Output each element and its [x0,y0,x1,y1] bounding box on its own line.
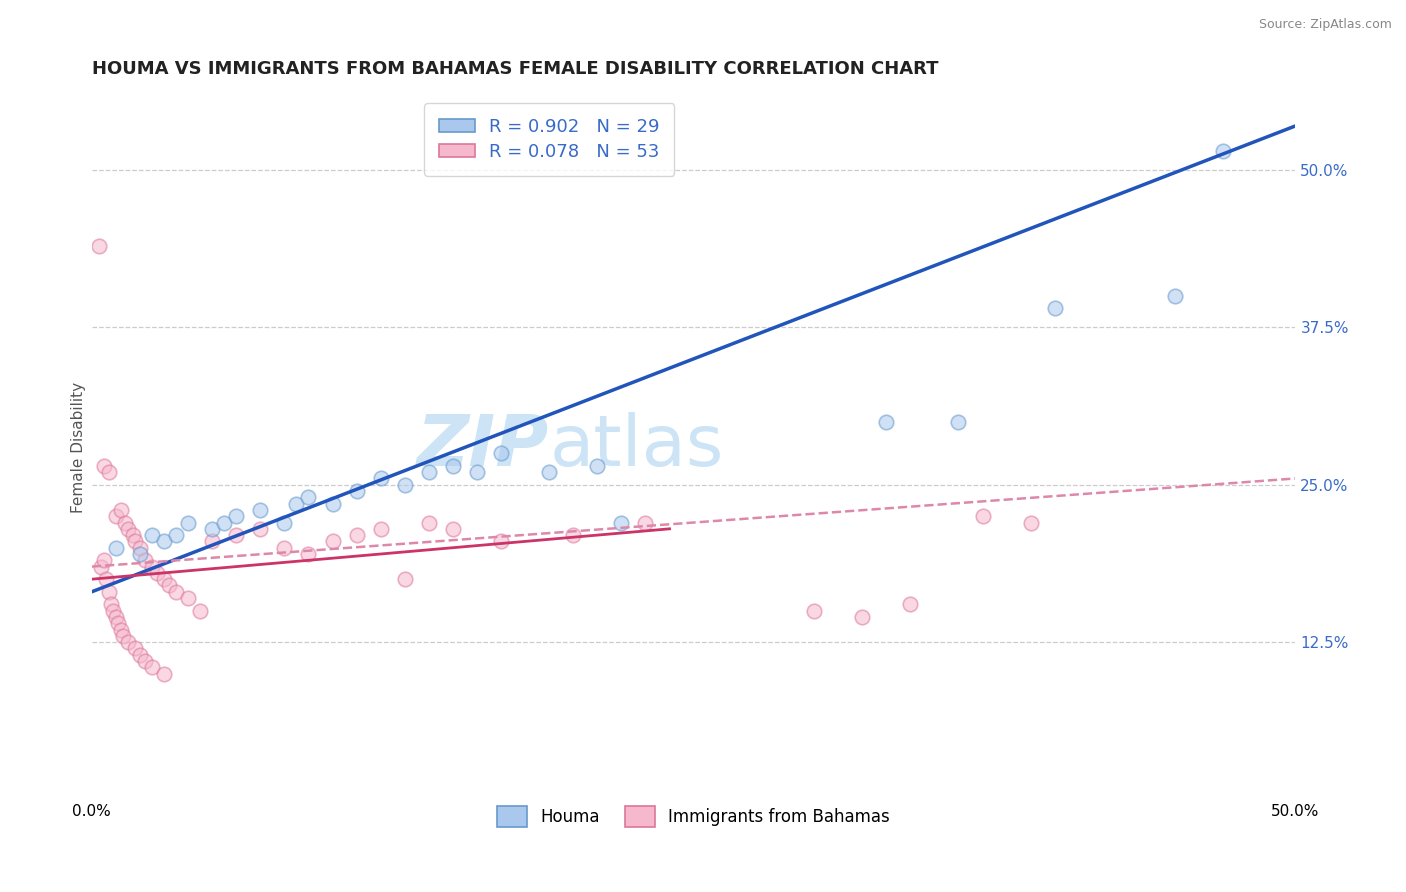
Point [104,610,127,624]
Text: atlas: atlas [550,412,724,482]
Point [97,584,120,599]
Point [489,446,512,460]
Point [114,516,136,530]
Point [465,465,488,479]
Point [225,509,247,524]
Point [441,458,464,473]
Point [249,522,271,536]
Point [104,541,127,555]
Point [141,528,163,542]
Text: Source: ZipAtlas.com: Source: ZipAtlas.com [1258,18,1392,31]
Point [90,559,112,574]
Point [851,610,873,624]
Point [418,465,440,479]
Point [803,604,825,618]
Point [441,522,464,536]
Point [96,572,118,586]
Point [121,528,143,542]
Point [634,516,657,530]
Point [586,458,609,473]
Y-axis label: Female Disability: Female Disability [72,382,86,513]
Point [948,415,970,429]
Point [394,572,416,586]
Point [201,534,224,549]
Point [153,666,176,681]
Point [177,591,200,605]
Point [165,584,187,599]
Point [117,522,139,536]
Point [225,528,247,542]
Point [297,491,319,505]
Point [107,616,129,631]
Point [1019,516,1042,530]
Point [972,509,994,524]
Point [273,516,295,530]
Point [489,534,512,549]
Point [134,654,156,668]
Point [273,541,295,555]
Point [875,415,897,429]
Point [188,604,211,618]
Point [346,528,368,542]
Point [322,497,344,511]
Point [1164,289,1187,303]
Point [370,471,392,485]
Point [129,547,152,561]
Point [100,598,122,612]
Point [285,497,308,511]
Point [212,516,235,530]
Point [297,547,319,561]
Point [177,516,200,530]
Point [322,534,344,549]
Point [103,604,125,618]
Point [141,559,163,574]
Point [1043,301,1066,316]
Point [249,503,271,517]
Point [134,553,156,567]
Point [141,660,163,674]
Point [538,465,561,479]
Point [153,534,176,549]
Point [87,238,110,252]
Point [117,635,139,649]
Point [157,578,180,592]
Point [104,509,127,524]
Point [129,541,152,555]
Point [93,553,115,567]
Text: HOUMA VS IMMIGRANTS FROM BAHAMAS FEMALE DISABILITY CORRELATION CHART: HOUMA VS IMMIGRANTS FROM BAHAMAS FEMALE … [91,60,938,78]
Point [346,484,368,499]
Point [1212,144,1234,158]
Point [610,516,633,530]
Text: ZIP: ZIP [418,412,550,482]
Point [97,465,120,479]
Point [129,648,152,662]
Point [370,522,392,536]
Point [124,534,146,549]
Point [418,516,440,530]
Point [110,623,132,637]
Point [153,572,176,586]
Legend: Houma, Immigrants from Bahamas: Houma, Immigrants from Bahamas [491,800,897,833]
Point [93,458,115,473]
Point [110,503,132,517]
Point [898,598,921,612]
Point [112,629,135,643]
Point [394,477,416,491]
Point [201,522,224,536]
Point [165,528,187,542]
Point [146,566,169,580]
Point [562,528,585,542]
Point [124,641,146,656]
